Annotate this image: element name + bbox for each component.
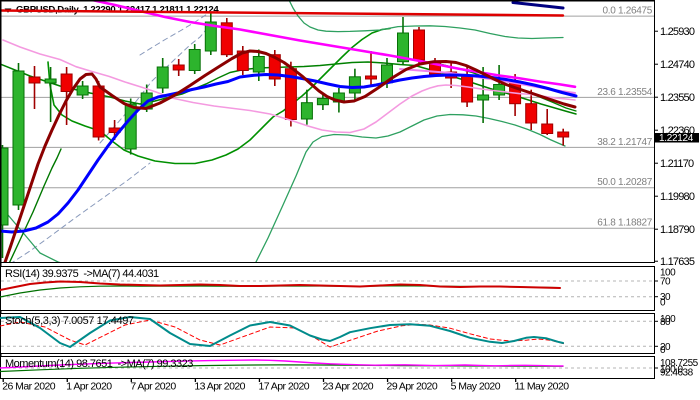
- svg-text:20: 20: [660, 342, 671, 353]
- svg-text:23.6 1.23554: 23.6 1.23554: [597, 87, 653, 98]
- svg-text:1.17635: 1.17635: [660, 256, 695, 268]
- svg-text:11 May 2020: 11 May 2020: [515, 380, 570, 392]
- svg-text:70: 70: [660, 277, 671, 288]
- svg-text:0.0 1.26475: 0.0 1.26475: [602, 6, 652, 17]
- svg-text:7 Apr 2020: 7 Apr 2020: [130, 380, 176, 392]
- svg-text:Stoch(5,3,3) 7.0057 17.4497: Stoch(5,3,3) 7.0057 17.4497: [5, 315, 134, 327]
- svg-text:1.19980: 1.19980: [660, 191, 695, 203]
- svg-text:0: 0: [660, 298, 666, 309]
- svg-text:1.25930: 1.25930: [660, 26, 695, 38]
- svg-text:1.18790: 1.18790: [660, 224, 695, 236]
- svg-text:100.0: 100.0: [660, 365, 683, 376]
- svg-text:GBPUSD,Daily 1.22290 1.22417: GBPUSD,Daily 1.22290 1.22417 1.21811 1.2…: [16, 4, 219, 15]
- svg-text:26 Mar 2020: 26 Mar 2020: [2, 380, 56, 392]
- svg-text:1.23550: 1.23550: [660, 92, 695, 104]
- svg-text:13 Apr 2020: 13 Apr 2020: [194, 380, 245, 392]
- svg-text:1.24740: 1.24740: [660, 59, 695, 71]
- svg-text:80: 80: [660, 317, 671, 328]
- svg-text:29 Apr 2020: 29 Apr 2020: [387, 380, 438, 392]
- svg-text:0: 0: [660, 345, 666, 356]
- svg-text:100: 100: [660, 314, 676, 325]
- svg-text:5 May 2020: 5 May 2020: [451, 380, 501, 392]
- svg-text:38.2 1.21747: 38.2 1.21747: [597, 137, 653, 148]
- svg-text:23 Apr 2020: 23 Apr 2020: [323, 380, 374, 392]
- svg-text:30: 30: [660, 292, 671, 303]
- svg-text:17 Apr 2020: 17 Apr 2020: [258, 380, 309, 392]
- svg-text:1.21170: 1.21170: [660, 158, 694, 170]
- svg-text:RSI(14) 39.9375 ->MA(7) 44.40: RSI(14) 39.9375 ->MA(7) 44.4031: [5, 268, 159, 280]
- svg-text:1.22124: 1.22124: [659, 133, 694, 144]
- svg-text:61.8 1.18827: 61.8 1.18827: [597, 218, 653, 229]
- svg-text:92.4638: 92.4638: [660, 368, 694, 379]
- svg-text:Momentum(14) 98.7651 ->MA(7): Momentum(14) 98.7651 ->MA(7) 99.3323: [5, 358, 193, 370]
- svg-text:1 Apr 2020: 1 Apr 2020: [66, 380, 112, 392]
- svg-text:50.0 1.20287: 50.0 1.20287: [597, 177, 653, 188]
- svg-text:100: 100: [660, 268, 676, 279]
- svg-text:108.7255: 108.7255: [660, 358, 699, 369]
